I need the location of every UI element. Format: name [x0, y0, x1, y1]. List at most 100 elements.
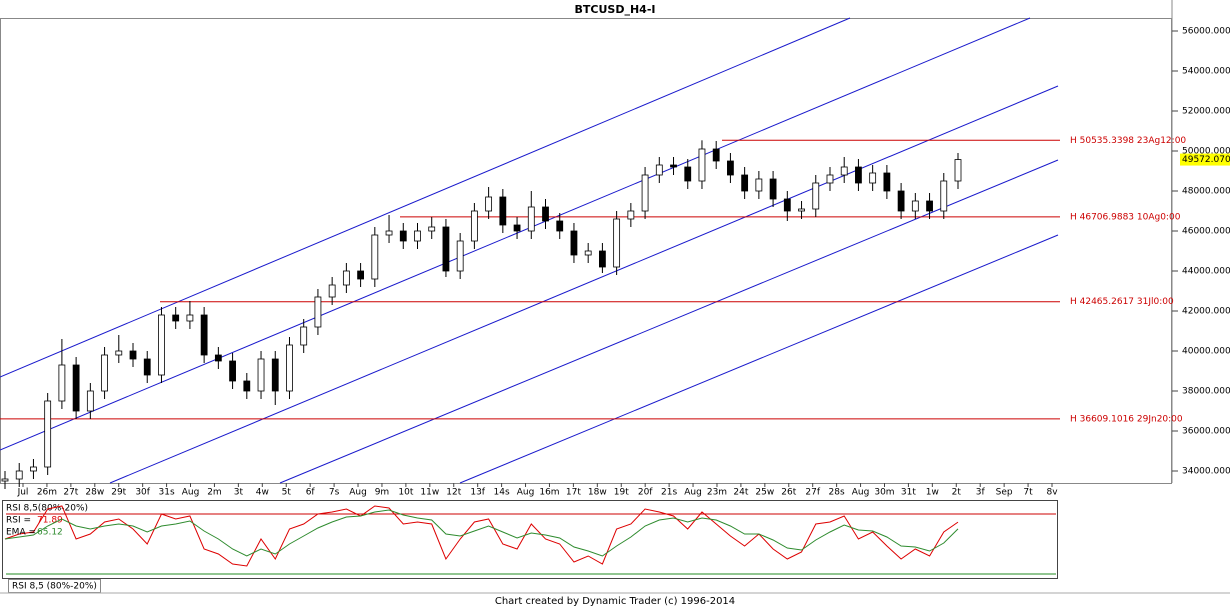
y-tick-label: 48000.0000 — [1182, 187, 1230, 197]
x-tick-label: 2m — [207, 488, 222, 498]
x-tick-label: 9m — [375, 488, 390, 498]
candle-body — [357, 270, 364, 280]
candle-body — [428, 226, 436, 232]
candle-body — [58, 364, 66, 402]
x-tick-label: 3t — [234, 488, 244, 498]
candle-body — [570, 230, 578, 256]
y-tick-label: 42000.0000 — [1182, 307, 1230, 317]
y-tick-label: 52000.0000 — [1182, 107, 1230, 117]
candle-body — [186, 314, 194, 322]
x-tick-label: 4w — [256, 488, 269, 498]
candle-body — [172, 314, 180, 322]
candle-body — [456, 240, 464, 272]
last-price-box — [1180, 153, 1230, 166]
candle-body — [129, 350, 137, 360]
x-tick-label: 2t — [952, 488, 962, 498]
candle-body — [641, 174, 649, 212]
candle-body — [769, 178, 777, 200]
x-tick-label: Aug — [182, 488, 200, 498]
channel-line — [109, 85, 1059, 484]
candle-body — [513, 224, 521, 232]
x-tick-label: 18w — [588, 488, 607, 498]
candle-body — [670, 164, 677, 168]
x-tick-label: 31s — [159, 488, 175, 498]
y-tick-label: 40000.0000 — [1182, 347, 1230, 357]
x-tick-label: 13f — [470, 488, 485, 498]
y-tick-label: 56000.0000 — [1182, 27, 1230, 37]
channel-lines — [0, 17, 1059, 484]
y-tick-label: 54000.0000 — [1182, 67, 1230, 77]
x-tick-label: Aug — [852, 488, 870, 498]
level-label: H 36609.1016 29Jn20:00 — [1070, 414, 1183, 424]
candle-body — [414, 230, 421, 242]
x-tick-label: 14s — [494, 488, 510, 498]
channel-line — [279, 159, 1059, 484]
level-label: H 46706.9883 10Ag0:00 — [1070, 212, 1181, 222]
candle-body — [314, 296, 322, 328]
chart-title: BTCUSD_H4-I — [575, 3, 656, 16]
x-tick-label: 21s — [661, 488, 677, 498]
x-tick-label: 23m — [707, 488, 727, 498]
y-tick-label: 36000.0000 — [1182, 427, 1230, 437]
x-tick-label: 8v — [1046, 488, 1058, 498]
level-label: H 42465.2617 31Jl0:00 — [1070, 297, 1174, 307]
rsi-tab-label[interactable]: RSI 8,5 (80%-20%) — [12, 582, 97, 592]
candle-body — [158, 314, 165, 376]
candle-body — [243, 380, 251, 392]
candle-body — [527, 206, 535, 232]
rsi-line — [4, 509, 959, 557]
candle-body — [229, 360, 236, 382]
candle-body — [286, 344, 293, 392]
x-tick-label: 5t — [282, 488, 292, 498]
x-tick-label: 30m — [874, 488, 894, 498]
candle-body — [954, 159, 962, 182]
candle-body — [712, 148, 720, 162]
x-tick-label: 3f — [976, 488, 986, 498]
candle-body — [485, 196, 493, 212]
x-tick-label: Jul — [17, 488, 29, 498]
level-label: H 50535.3398 23Ag12:00 — [1070, 136, 1186, 146]
x-tick-label: 31t — [901, 488, 916, 498]
candle-body — [613, 218, 621, 268]
candle-body — [342, 270, 350, 286]
x-tick-label: Aug — [684, 488, 702, 498]
candle-body — [115, 350, 123, 356]
candle-body — [727, 160, 734, 176]
candle-body — [911, 200, 919, 212]
rsi-line — [4, 505, 959, 567]
x-tick-label: 6f — [306, 488, 316, 498]
last-price-label: 49572.070 — [1182, 155, 1230, 165]
y-tick-label: 38000.0000 — [1182, 387, 1230, 397]
rsi-title: RSI 8,5(80%-20%) — [6, 504, 88, 514]
footer: Chart created by Dynamic Trader (c) 1996… — [495, 596, 735, 607]
candle-body — [926, 200, 933, 212]
candle-body — [300, 326, 308, 346]
channel-line — [0, 17, 851, 378]
x-tick-label: 11w — [420, 488, 439, 498]
candle-body — [470, 210, 478, 242]
candle-body — [442, 226, 450, 272]
x-tick-label: 26m — [37, 488, 57, 498]
candle-body — [627, 210, 635, 220]
x-tick-label: 28w — [85, 488, 104, 498]
candle-body — [143, 358, 151, 376]
rsi-panel — [2, 500, 1058, 579]
channel-line — [459, 234, 1059, 484]
channel-line — [0, 17, 1031, 451]
candle-body — [371, 234, 379, 280]
x-tick-label: 19t — [614, 488, 629, 498]
candle-body — [855, 166, 862, 184]
x-tick-label: 7s — [329, 488, 340, 498]
candle-body — [798, 208, 805, 212]
legend-label: RSI = — [6, 516, 31, 526]
candle-body — [200, 314, 208, 356]
x-tick-label: 29t — [111, 488, 126, 498]
candle-body — [328, 284, 336, 298]
legend-value: 71.89 — [37, 516, 63, 526]
candle-body — [101, 354, 108, 392]
candle-body — [826, 174, 834, 184]
candle-body — [214, 354, 222, 362]
x-tick-label: 1w — [926, 488, 939, 498]
candle-body — [741, 174, 749, 192]
candle-body — [499, 196, 507, 226]
